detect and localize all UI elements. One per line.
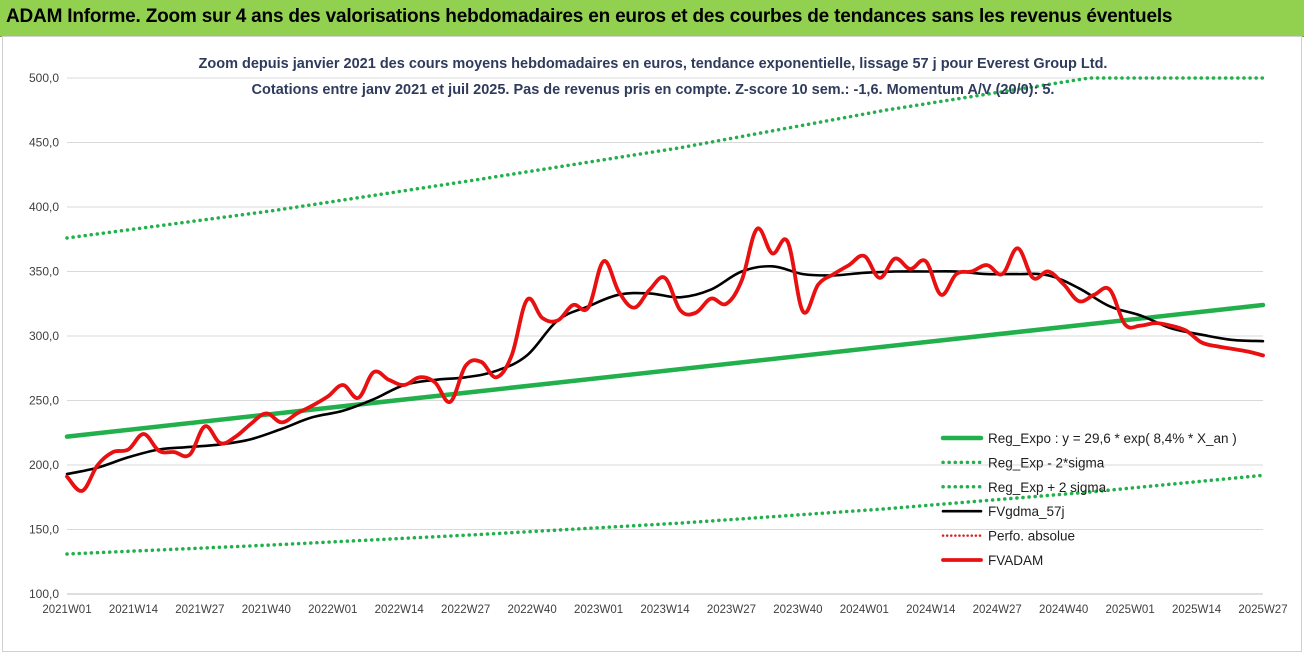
series-line-upper (65, 76, 1265, 240)
x-tick-label: 2021W01 (42, 604, 91, 616)
y-tick-label: 200,0 (29, 458, 59, 472)
series-line-price (65, 226, 1265, 493)
legend-label-price: FVADAM (988, 553, 1043, 568)
chart-frame: 100,0 150,0 200,0 250,0 300,0 350,0 400,0 450,0… (2, 36, 1302, 652)
report-banner: ADAM Informe. Zoom sur 4 ans des valoris… (0, 0, 1304, 37)
legend-label-lower: Reg_Exp - 2*sigma (988, 455, 1105, 470)
x-tick-label: 2022W27 (441, 604, 490, 616)
chart-title-line1: Zoom depuis janvier 2021 des cours moyen… (199, 56, 1108, 72)
x-tick-label: 2021W40 (242, 604, 291, 616)
legend-label-ma: FVgdma_57j (988, 504, 1065, 519)
y-tick-label: 500,0 (29, 71, 59, 85)
x-tick-label: 2024W14 (906, 604, 956, 616)
x-tick-label: 2023W14 (640, 604, 690, 616)
y-tick-label: 150,0 (29, 523, 59, 537)
x-tick-label: 2023W40 (773, 604, 822, 616)
x-tick-label: 2025W27 (1238, 604, 1287, 616)
legend-label-perfo: Perfo. absolue (988, 529, 1075, 544)
x-tick-label: 2025W14 (1172, 604, 1222, 616)
chart-svg: 100,0 150,0 200,0 250,0 300,0 350,0 400,0 450,0… (29, 56, 1288, 616)
x-tick-label: 2021W14 (109, 604, 159, 616)
legend-label-reg: Reg_Expo : y = 29,6 * exp( 8,4% * X_an ) (988, 431, 1237, 446)
series-line-ma (65, 264, 1265, 476)
series-line-lower (65, 473, 1265, 556)
series-line-reg (64, 302, 1266, 439)
y-tick-label: 100,0 (29, 587, 59, 601)
y-tick-label: 300,0 (29, 329, 59, 343)
x-tick-label: 2022W14 (375, 604, 425, 616)
legend-label-upper: Reg_Exp + 2 sigma (988, 480, 1107, 495)
banner-title: ADAM Informe. Zoom sur 4 ans des valoris… (6, 6, 1173, 27)
x-tick-label: 2024W40 (1039, 604, 1088, 616)
x-tick-label: 2023W01 (574, 604, 623, 616)
y-tick-label: 350,0 (29, 265, 59, 279)
y-tick-label: 250,0 (29, 394, 59, 408)
chart-title-line2: Cotations entre janv 2021 et juil 2025. … (252, 82, 1055, 98)
gridlines (67, 77, 1263, 595)
legend: Reg_Expo : y = 29,6 * exp( 8,4% * X_an )… (940, 431, 1237, 568)
x-tick-label: 2021W27 (175, 604, 224, 616)
x-tick-label: 2022W01 (308, 604, 357, 616)
x-tick-label: 2022W40 (507, 604, 556, 616)
x-tick-label: 2023W27 (707, 604, 756, 616)
x-tick-label: 2024W01 (840, 604, 889, 616)
x-tick-label: 2024W27 (973, 604, 1022, 616)
y-tick-label: 400,0 (29, 200, 59, 214)
x-tick-label: 2025W01 (1105, 604, 1154, 616)
y-tick-label: 450,0 (29, 136, 59, 150)
